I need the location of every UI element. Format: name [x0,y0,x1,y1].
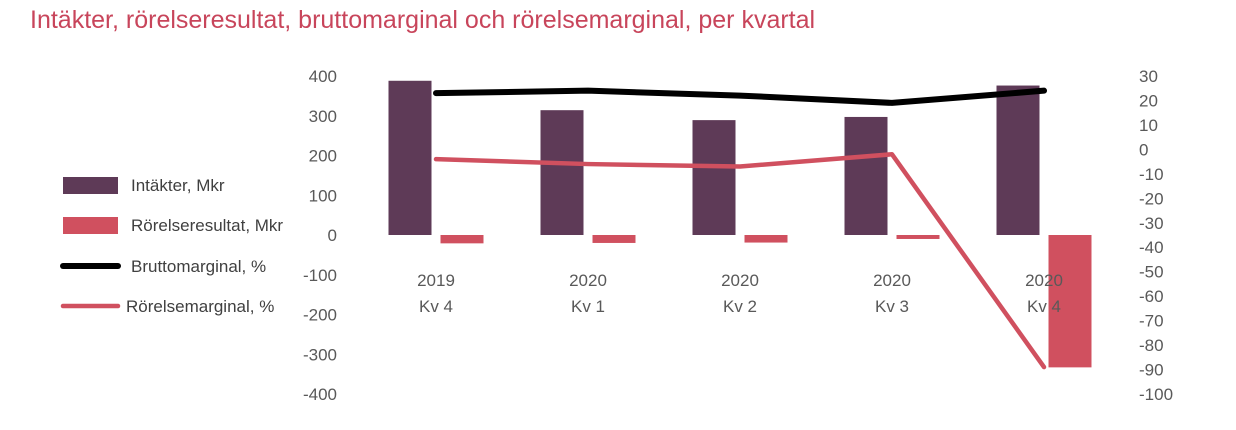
x-tick-label-year: 2020 [1025,271,1063,290]
left-tick-label: 300 [309,107,337,126]
left-tick-label: 400 [309,67,337,86]
x-tick-label-quarter: Kv 1 [571,297,605,316]
bar-rorelseresultat-4 [1048,235,1092,368]
right-tick-label: -10 [1139,165,1164,184]
right-tick-label: -100 [1139,385,1173,404]
x-tick-label-year: 2020 [569,271,607,290]
x-axis-ticks: 2019 Kv 4 2020 Kv 1 2020 Kv 2 2020 Kv 3 2020 Kv 4 [417,271,1063,316]
right-axis-ticks: 30 20 10 0 -10 -20 -30 -40 -50 -60 -70 -80 -90 -100 [1139,67,1173,404]
right-tick-label: -80 [1139,336,1164,355]
left-tick-label: -200 [303,306,337,325]
bar-intakter-2 [692,120,736,235]
right-tick-label: -70 [1139,312,1164,331]
legend-swatch [63,177,118,194]
right-tick-label: -20 [1139,189,1164,208]
left-axis-ticks: 400 300 200 100 0 -100 -200 -300 -400 [303,67,337,404]
chart-title: Intäkter, rörelseresultat, bruttomargina… [30,6,816,34]
right-tick-label: 20 [1139,91,1158,110]
left-tick-label: 0 [328,226,337,245]
right-tick-label: -40 [1139,238,1164,257]
legend-label: Rörelsemarginal, % [126,297,274,316]
x-tick-label-quarter: Kv 4 [419,297,453,316]
legend: Intäkter, Mkr Rörelseresultat, Mkr Bruttom… [60,176,283,316]
right-tick-label: -50 [1139,263,1164,282]
right-tick-label: -90 [1139,361,1164,380]
legend-label: Bruttomarginal, % [131,257,266,276]
right-tick-label: 0 [1139,140,1148,159]
x-tick-label-year: 2020 [873,271,911,290]
right-tick-label: 10 [1139,116,1158,135]
legend-label: Intäkter, Mkr [131,176,225,195]
x-tick-label-year: 2019 [417,271,455,290]
bar-rorelseresultat-2 [744,235,788,243]
left-tick-label: -300 [303,345,337,364]
lines-layer [433,87,1047,370]
right-tick-label: -30 [1139,214,1164,233]
legend-swatch [63,217,118,234]
bar-rorelseresultat-3 [896,235,940,239]
bars-layer [388,80,1092,368]
left-tick-label: -100 [303,266,337,285]
left-tick-label: -400 [303,385,337,404]
line-bruttomarginal [433,87,1047,106]
x-tick-label-quarter: Kv 3 [875,297,909,316]
bar-intakter-1 [540,110,584,235]
line-rorelsemarginal [433,152,1047,370]
bar-rorelseresultat-1 [592,235,636,243]
left-tick-label: 200 [309,147,337,166]
bar-intakter-3 [844,116,888,235]
bar-intakter-4 [996,85,1040,235]
left-tick-label: 100 [309,186,337,205]
bar-rorelseresultat-0 [440,235,484,244]
x-tick-label-year: 2020 [721,271,759,290]
right-tick-label: 30 [1139,67,1158,86]
x-tick-label-quarter: Kv 4 [1027,297,1061,316]
bar-intakter-0 [388,80,432,236]
legend-label: Rörelseresultat, Mkr [131,216,283,235]
right-tick-label: -60 [1139,287,1164,306]
x-tick-label-quarter: Kv 2 [723,297,757,316]
